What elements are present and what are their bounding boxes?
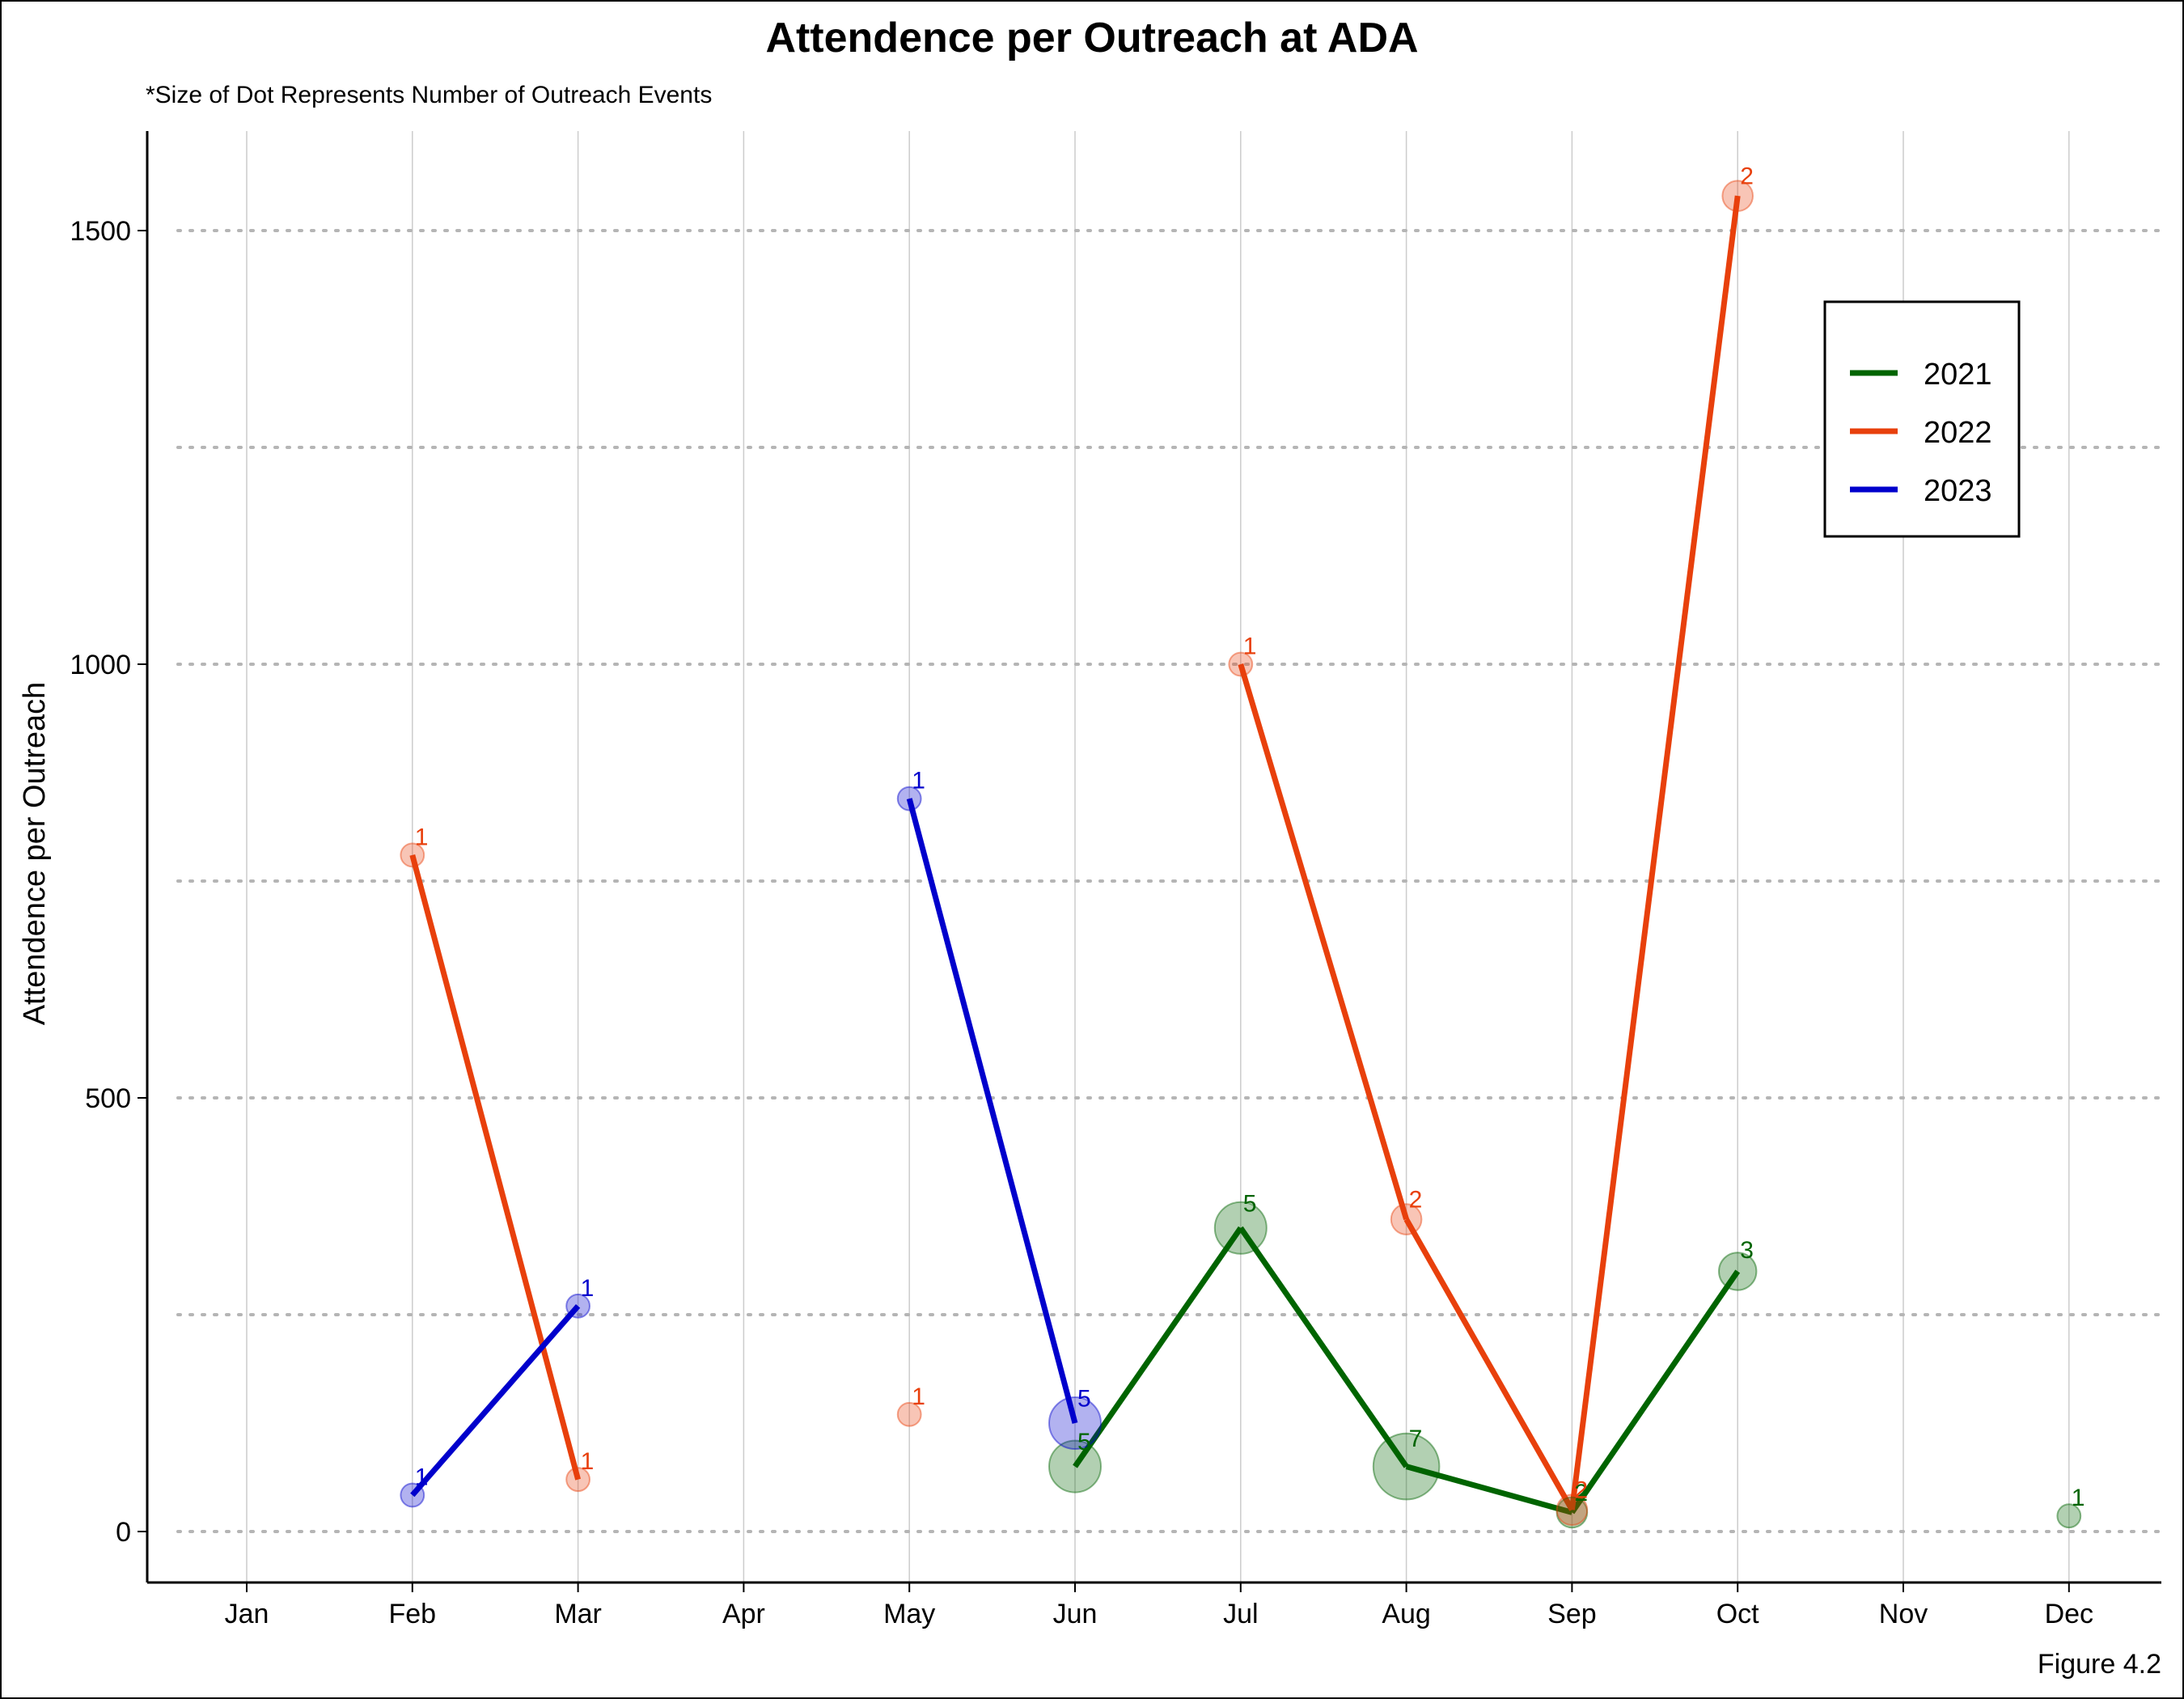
y-tick-label-1500: 1500 (70, 216, 131, 247)
point-label-2022-may: 1 (912, 1383, 925, 1410)
point-2023-may (896, 786, 922, 811)
x-tick-label-apr: Apr (722, 1599, 765, 1629)
x-tick-label-jan: Jan (225, 1599, 269, 1629)
point-label-2022-aug: 2 (1409, 1187, 1423, 1214)
x-tick-label-oct: Oct (1716, 1599, 1759, 1629)
chart-subtitle: *Size of Dot Represents Number of Outrea… (146, 82, 712, 108)
line-segment-2021-jul-aug (1238, 1226, 1409, 1468)
point-label-2023-mar: 1 (581, 1275, 595, 1302)
point-label-2022-jul: 1 (1243, 633, 1257, 660)
figure-caption: Figure 4.2 (2038, 1649, 2161, 1680)
legend: 2021 2022 2023 (1823, 300, 2021, 538)
line-segment-2021-jun-jul (1073, 1226, 1243, 1468)
point-2022-jul (1228, 651, 1254, 677)
point-2021-aug (1372, 1432, 1441, 1501)
point-2021-jul (1213, 1201, 1268, 1255)
line-segment-2022-sep-oct (1568, 195, 1741, 1510)
x-tick-label-feb: Feb (389, 1599, 437, 1629)
line-segment-2021-aug-sep (1405, 1464, 1573, 1515)
y-tick-label-1000: 1000 (70, 650, 131, 680)
point-label-2021-oct: 3 (1740, 1237, 1754, 1264)
legend-box (1823, 300, 2021, 538)
point-2022-aug (1390, 1203, 1423, 1235)
y-tick-label-500: 500 (85, 1083, 131, 1114)
point-2022-feb (400, 842, 425, 868)
point-label-2023-may: 1 (912, 768, 925, 794)
legend-label-2022: 2022 (1924, 416, 1992, 450)
point-2021-dec (2056, 1503, 2082, 1529)
point-2021-jun (1048, 1439, 1102, 1494)
point-2022-mar (565, 1467, 590, 1493)
point-label-2021-dec: 1 (2072, 1485, 2085, 1511)
x-tick-label-sep: Sep (1547, 1599, 1597, 1629)
y-tick-label-0: 0 (116, 1517, 131, 1548)
point-label-2023-jun: 5 (1077, 1386, 1091, 1413)
point-label-2021-sep: 2 (1574, 1480, 1588, 1506)
point-2022-may (896, 1401, 922, 1427)
line-segment-2022-feb-mar (409, 854, 581, 1481)
line-segment-2021-sep-oct (1569, 1269, 1741, 1515)
line-segment-2022-aug-sep (1403, 1218, 1575, 1511)
line-segment-2023-may-jun (906, 798, 1078, 1424)
legend-label-2021: 2021 (1924, 358, 1992, 392)
line-segment-2023-feb-mar (410, 1303, 581, 1498)
point-label-2021-jul: 5 (1243, 1190, 1257, 1217)
point-label-2023-feb: 1 (415, 1464, 429, 1490)
point-2021-sep (1555, 1496, 1589, 1529)
x-tick-label-jul: Jul (1223, 1599, 1258, 1629)
x-tick-label-mar: Mar (554, 1599, 602, 1629)
axes: 0 500 1000 1500 Jan Feb Mar Apr May Jun Jul Aug Sep O… (70, 131, 2161, 1629)
x-tick-label-jun: Jun (1053, 1599, 1098, 1629)
point-label-2022-sep: 2 (1574, 1477, 1588, 1504)
point-label-2022-feb: 1 (415, 824, 429, 850)
x-tick-label-aug: Aug (1382, 1599, 1431, 1629)
x-tick-label-nov: Nov (1879, 1599, 1928, 1629)
x-tick-label-dec: Dec (2045, 1599, 2093, 1629)
series-points (400, 180, 2082, 1529)
x-tick-label-may: May (883, 1599, 935, 1629)
legend-label-2023: 2023 (1924, 474, 1992, 508)
point-2022-oct (1721, 180, 1754, 212)
point-label-2021-aug: 7 (1409, 1426, 1423, 1452)
point-label-2022-oct: 2 (1740, 163, 1754, 190)
chart-title: Attendence per Outreach at ADA (765, 15, 1418, 61)
point-2023-jun (1048, 1396, 1102, 1450)
point-label-2021-jun: 5 (1077, 1429, 1091, 1455)
line-segment-2022-jul-aug (1238, 663, 1409, 1221)
series-lines (409, 195, 1741, 1515)
y-axis-label: Attendence per Outreach (18, 682, 52, 1026)
point-2023-mar (565, 1293, 590, 1319)
point-2023-feb (400, 1482, 425, 1508)
point-label-2022-mar: 1 (581, 1448, 595, 1475)
point-2022-sep (1555, 1494, 1589, 1526)
point-2021-oct (1718, 1252, 1758, 1291)
